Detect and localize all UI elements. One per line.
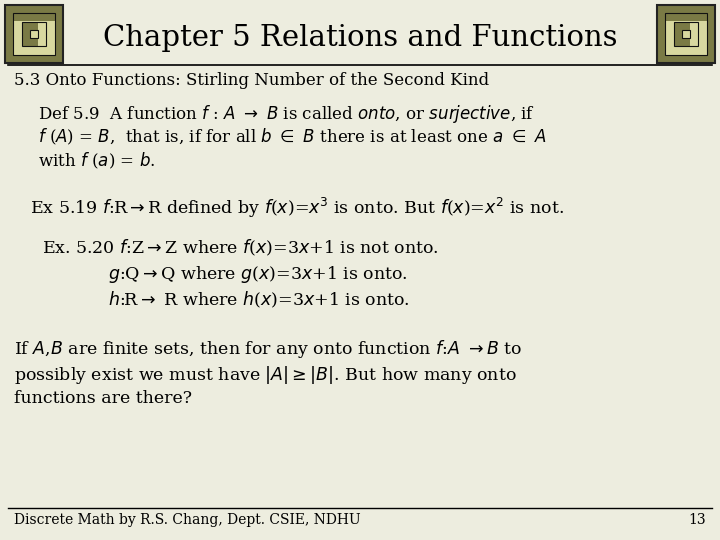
- Bar: [690, 22, 698, 46]
- Text: Ex. 5.20 $f$:Z$\rightarrow$Z where $f$($x$)=3$x$+1 is not onto.: Ex. 5.20 $f$:Z$\rightarrow$Z where $f$($…: [42, 238, 438, 258]
- Text: functions are there?: functions are there?: [14, 390, 192, 407]
- Bar: [665, 14, 707, 21]
- Text: $f$ ($A$) = $B$,  that is, if for all $b$ $\in$ $B$ there is at least one $a$ $\: $f$ ($A$) = $B$, that is, if for all $b$…: [38, 127, 546, 147]
- Text: $g$:Q$\rightarrow$Q where $g$($x$)=3$x$+1 is onto.: $g$:Q$\rightarrow$Q where $g$($x$)=3$x$+…: [108, 264, 408, 285]
- Text: Def 5.9  A function $f$ : $A$ $\rightarrow$ $B$ is called $onto$, or $surjective: Def 5.9 A function $f$ : $A$ $\rightarro…: [38, 103, 535, 125]
- Bar: [30, 30, 38, 38]
- Text: 5.3 Onto Functions: Stirling Number of the Second Kind: 5.3 Onto Functions: Stirling Number of t…: [14, 72, 489, 89]
- Bar: [38, 22, 46, 46]
- Bar: [674, 22, 698, 46]
- Bar: [665, 14, 707, 55]
- Bar: [30, 30, 38, 38]
- Bar: [13, 14, 55, 55]
- Bar: [682, 30, 690, 38]
- Text: Chapter 5 Relations and Functions: Chapter 5 Relations and Functions: [103, 24, 617, 52]
- Bar: [682, 30, 690, 38]
- Bar: [13, 14, 55, 21]
- Bar: [13, 14, 55, 55]
- Text: Ex 5.19 $f$:R$\rightarrow$R defined by $f$($x$)=$x^3$ is onto. But $f$($x$)=$x^2: Ex 5.19 $f$:R$\rightarrow$R defined by $…: [30, 196, 564, 220]
- Text: with $f$ ($a$) = $b$.: with $f$ ($a$) = $b$.: [38, 151, 156, 171]
- Bar: [657, 5, 715, 63]
- Bar: [674, 22, 698, 46]
- Text: possibly exist we must have $|A|\geq|B|$. But how many onto: possibly exist we must have $|A|\geq|B|$…: [14, 364, 517, 386]
- Bar: [30, 30, 38, 38]
- Bar: [5, 5, 63, 63]
- Text: Discrete Math by R.S. Chang, Dept. CSIE, NDHU: Discrete Math by R.S. Chang, Dept. CSIE,…: [14, 513, 361, 527]
- Bar: [5, 5, 63, 63]
- Bar: [657, 5, 715, 63]
- Bar: [682, 30, 690, 38]
- Bar: [22, 22, 46, 46]
- Text: $h$:R$\rightarrow$ R where $h$($x$)=3$x$+1 is onto.: $h$:R$\rightarrow$ R where $h$($x$)=3$x$…: [108, 290, 410, 310]
- Bar: [30, 30, 38, 38]
- Bar: [22, 22, 46, 46]
- Bar: [665, 14, 707, 55]
- Bar: [682, 30, 690, 38]
- Text: 13: 13: [688, 513, 706, 527]
- Text: If $A$,$B$ are finite sets, then for any onto function $f$:$A$ $\rightarrow$$B$ : If $A$,$B$ are finite sets, then for any…: [14, 338, 522, 360]
